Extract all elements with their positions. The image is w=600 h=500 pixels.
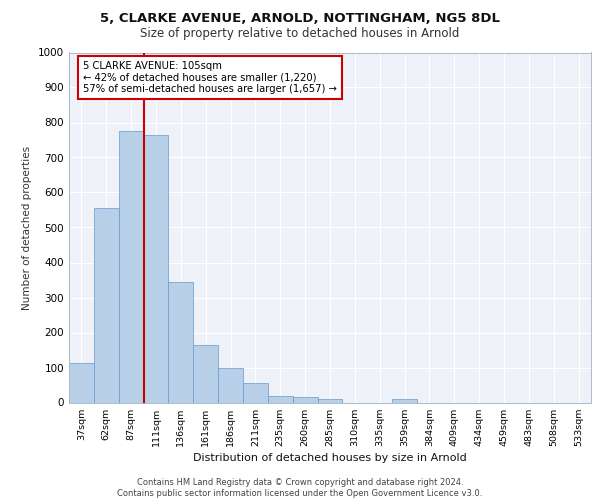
Bar — [119, 131, 143, 402]
X-axis label: Distribution of detached houses by size in Arnold: Distribution of detached houses by size … — [193, 453, 467, 463]
Bar — [169, 282, 193, 403]
Bar — [143, 134, 169, 402]
Y-axis label: Number of detached properties: Number of detached properties — [22, 146, 32, 310]
Bar — [69, 364, 94, 403]
Text: 5 CLARKE AVENUE: 105sqm
← 42% of detached houses are smaller (1,220)
57% of semi: 5 CLARKE AVENUE: 105sqm ← 42% of detache… — [83, 61, 337, 94]
Bar — [218, 368, 243, 402]
Bar — [94, 208, 119, 402]
Text: Size of property relative to detached houses in Arnold: Size of property relative to detached ho… — [140, 28, 460, 40]
Text: 5, CLARKE AVENUE, ARNOLD, NOTTINGHAM, NG5 8DL: 5, CLARKE AVENUE, ARNOLD, NOTTINGHAM, NG… — [100, 12, 500, 26]
Bar — [293, 397, 317, 402]
Bar — [268, 396, 293, 402]
Bar — [243, 383, 268, 402]
Text: Contains HM Land Registry data © Crown copyright and database right 2024.
Contai: Contains HM Land Registry data © Crown c… — [118, 478, 482, 498]
Bar — [317, 399, 343, 402]
Bar — [193, 345, 218, 403]
Bar — [392, 399, 417, 402]
